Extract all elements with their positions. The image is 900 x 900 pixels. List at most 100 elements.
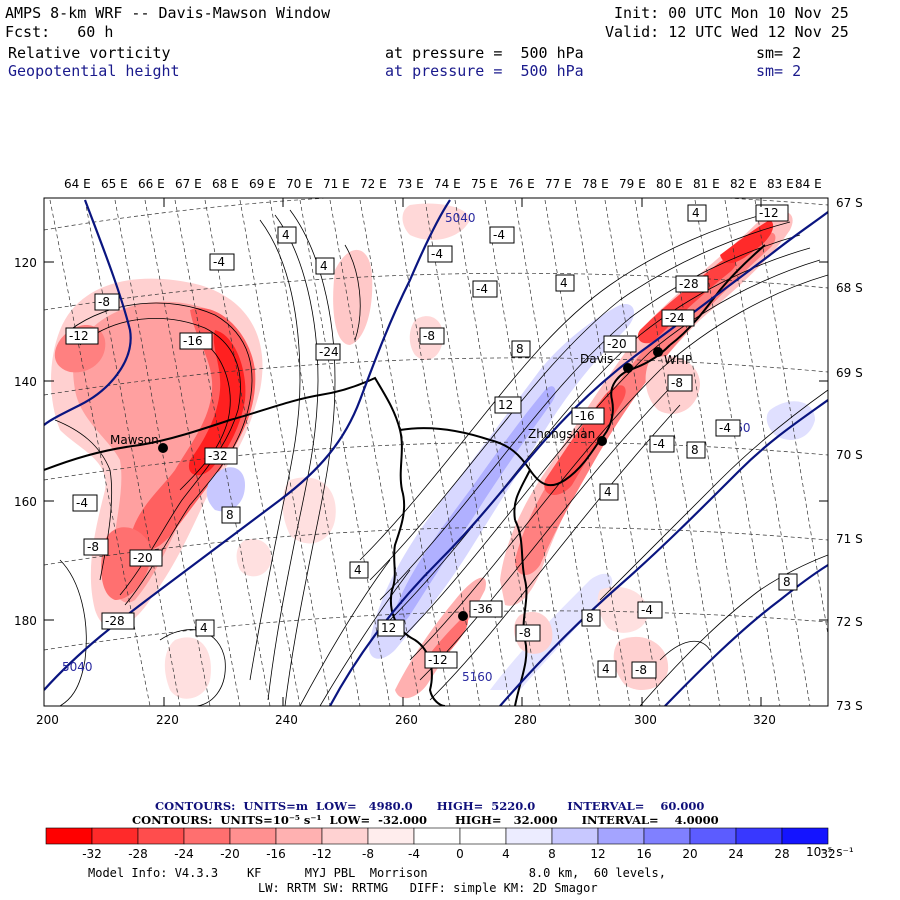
lon-label: 76 E — [508, 177, 535, 191]
lon-label: 69 E — [249, 177, 276, 191]
colorbar-swatch — [459, 827, 507, 845]
station-mawson-marker — [158, 443, 168, 453]
y-label: 120 — [14, 256, 37, 270]
station-zhongshan-marker — [597, 436, 607, 446]
station-south-marker — [458, 611, 468, 621]
vort-label: -8 — [671, 376, 683, 390]
lon-label: 70 E — [286, 177, 313, 191]
stations: Mawson Davis WHP Zhongshan — [110, 347, 692, 621]
colorbar-swatch — [781, 827, 829, 845]
vort-label: -4 — [76, 496, 88, 510]
vort-label: 4 — [282, 228, 290, 242]
lat-label: 70 S — [836, 448, 863, 462]
valid-time: Valid: 12 UTC Wed 12 Nov 25 — [605, 23, 849, 41]
vort-label: -8 — [98, 295, 110, 309]
lon-label: 84 E — [795, 177, 822, 191]
colorbar-swatch — [643, 827, 691, 845]
vort-label: -28 — [105, 614, 125, 628]
vort-label: -16 — [183, 334, 203, 348]
model-info: Model Info: V4.3.3 KF MYJ PBL Morrison 8… — [88, 866, 666, 880]
vort-label: -4 — [493, 228, 505, 242]
x-label: 200 — [36, 713, 59, 727]
vort-label: 4 — [354, 563, 362, 577]
lon-label: 78 E — [582, 177, 609, 191]
lon-label: 83 E — [767, 177, 794, 191]
colorbar-tick-label: -8 — [362, 847, 374, 861]
height-label-5160-south: 5160 — [462, 670, 493, 684]
x-label: 280 — [514, 713, 537, 727]
vort-label: -4 — [213, 255, 225, 269]
contours-height-info: CONTOURS: UNITS=m LOW= 4980.0 HIGH= 5220… — [155, 799, 705, 813]
station-zhongshan-label: Zhongshan — [528, 427, 595, 441]
colorbar-swatch — [229, 827, 277, 845]
lon-label: 82 E — [730, 177, 757, 191]
vort-label: -12 — [69, 329, 89, 343]
station-davis-marker — [623, 363, 633, 373]
vort-label: -32 — [208, 449, 228, 463]
lon-label: 72 E — [360, 177, 387, 191]
field1-smoothing: sm= 2 — [756, 44, 802, 62]
vort-label: -36 — [473, 602, 493, 616]
vort-label: 4 — [692, 206, 700, 220]
y-label: 160 — [14, 495, 37, 509]
colorbar-tick-label: -16 — [266, 847, 286, 861]
colorbar-swatch — [91, 827, 139, 845]
y-label: 140 — [14, 375, 37, 389]
colorbar — [45, 827, 829, 845]
colorbar-swatch — [689, 827, 737, 845]
vort-label: 4 — [320, 259, 328, 273]
colorbar-swatch — [551, 827, 599, 845]
x-label: 240 — [275, 713, 298, 727]
station-mawson-label: Mawson — [110, 433, 159, 447]
colorbar-swatch — [137, 827, 185, 845]
x-label: 260 — [395, 713, 418, 727]
lon-label: 65 E — [101, 177, 128, 191]
colorbar-tick-label: 16 — [636, 847, 651, 861]
vort-label: 8 — [516, 342, 524, 356]
colorbar-tick-label: -12 — [312, 847, 332, 861]
lon-label: 66 E — [138, 177, 165, 191]
station-davis-label: Davis — [580, 352, 613, 366]
field1-name: Relative vorticity — [8, 44, 171, 62]
vort-label: -4 — [641, 603, 653, 617]
vort-label: -4 — [653, 437, 665, 451]
vorticity-labels: 4 -4 -8 -12 -16 -20 -24 -28 -32 8 12 -4 … — [65, 204, 798, 679]
colorbar-tick-label: 20 — [682, 847, 697, 861]
colorbar-swatch — [413, 827, 461, 845]
colorbar-tick-label: 8 — [548, 847, 556, 861]
vort-label: -4 — [476, 282, 488, 296]
map-plot-area: 5040 5160 5160 5040 4 -4 -8 -12 -16 -20 … — [44, 198, 828, 706]
colorbar-swatch — [597, 827, 645, 845]
height-label-5040-southwest: 5040 — [62, 660, 93, 674]
colorbar-tick-label: -32 — [82, 847, 102, 861]
vort-label: -20 — [607, 337, 627, 351]
vort-label: -24 — [665, 311, 685, 325]
vort-label: 4 — [200, 621, 208, 635]
colorbar-swatch — [183, 827, 231, 845]
lon-label: 77 E — [545, 177, 572, 191]
field2-name: Geopotential height — [8, 62, 180, 80]
map-frame — [43, 197, 829, 707]
vort-label: -12 — [759, 206, 779, 220]
vort-label: 4 — [602, 662, 610, 676]
vort-label: -16 — [575, 409, 595, 423]
init-time: Init: 00 UTC Mon 10 Nov 25 — [614, 4, 849, 22]
station-whp-label: WHP — [664, 353, 692, 367]
bottom-x-labels: 200 220 240 260 280 300 320 — [36, 713, 776, 727]
vort-label: -20 — [133, 551, 153, 565]
geopotential-contours — [44, 199, 828, 706]
contours-vorticity-info: CONTOURS: UNITS=10⁻⁵ s⁻¹ LOW= -32.000 HI… — [132, 813, 719, 827]
top-longitude-labels: 64 E 65 E 66 E 67 E 68 E 69 E 70 E 71 E … — [64, 177, 822, 191]
lon-label: 74 E — [434, 177, 461, 191]
lon-label: 64 E — [64, 177, 91, 191]
colorbar-unit: 10⁻⁵ s⁻¹ — [806, 845, 854, 859]
colorbar-tick-label: 24 — [728, 847, 743, 861]
field2-smoothing: sm= 2 — [756, 62, 802, 80]
lat-label: 73 S — [836, 699, 863, 713]
vort-label: 8 — [586, 611, 594, 625]
colorbar-tick-label: 32 — [820, 847, 835, 861]
lat-label: 72 S — [836, 615, 863, 629]
vort-label: -12 — [428, 653, 448, 667]
lat-label: 68 S — [836, 281, 863, 295]
field1-level: at pressure = 500 hPa — [385, 44, 584, 62]
